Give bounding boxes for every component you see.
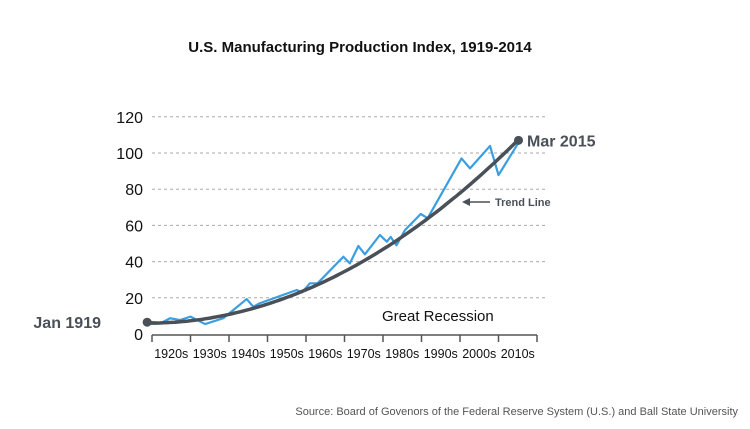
annotations: Jan 1919 Mar 2015 Trend Line Great Reces… [33,133,595,332]
y-tick-label: 120 [116,110,143,127]
great-recession-label: Great Recession [382,308,494,325]
x-tick-label: 1980s [385,347,419,361]
start-label: Jan 1919 [33,315,101,332]
production-index-line [148,143,519,326]
end-point-marker [514,135,524,145]
trend-line [146,138,520,325]
y-axis: 0 20 40 60 80 100 120 [116,110,143,344]
y-tick-label: 0 [134,327,143,344]
x-tick-label: 1950s [270,347,304,361]
x-tick-label: 1920s [154,347,188,361]
chart-title: U.S. Manufacturing Production Index, 191… [188,39,532,56]
source-note: Source: Board of Govenors of the Federal… [295,406,738,418]
x-tick-label: 2010s [501,347,535,361]
x-axis: 1920s 1930s 1940s 1950s 1960s 1970s 1980s 1990s… [151,334,538,361]
trend-line-label: Trend Line [495,197,551,209]
y-tick-label: 40 [125,255,143,272]
x-tick-label: 1930s [193,347,227,361]
x-tick-label: 1990s [424,347,458,361]
series [142,135,524,327]
y-tick-label: 60 [125,218,143,235]
y-tick-label: 20 [125,291,143,308]
x-tick-label: 1940s [231,347,265,361]
x-tick-label: 1960s [308,347,342,361]
end-label: Mar 2015 [527,133,596,150]
y-tick-label: 100 [116,146,143,163]
x-tick-label: 2000s [462,347,496,361]
y-tick-label: 80 [125,182,143,199]
start-point-marker [142,317,152,327]
trend-arrow-icon [462,198,470,206]
x-tick-label: 1970s [347,347,381,361]
